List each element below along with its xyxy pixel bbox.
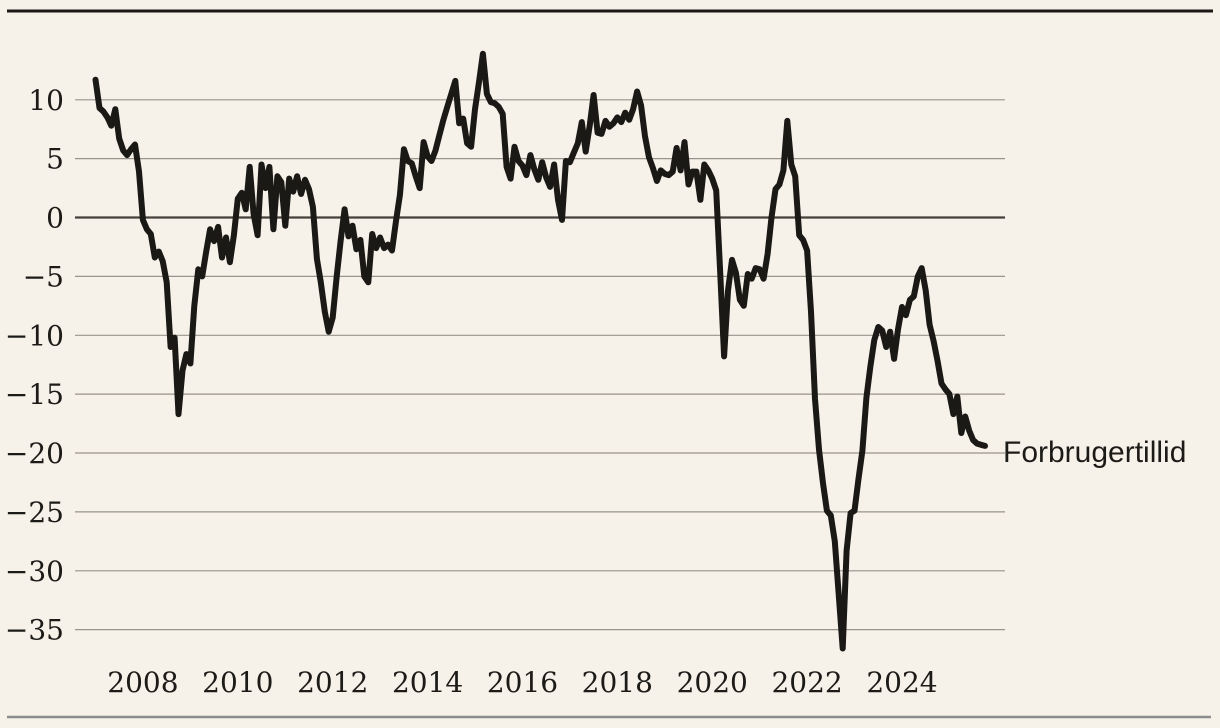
x-tick-label: 2014 xyxy=(392,666,463,699)
x-tick-label: 2024 xyxy=(866,666,937,699)
x-tick-label: 2010 xyxy=(202,666,273,699)
y-tick-label: −25 xyxy=(5,496,64,529)
series-end-label: Forbrugertillid xyxy=(1003,436,1186,469)
x-tick-label: 2012 xyxy=(297,666,368,699)
x-axis-labels: 2008 2010 2012 2014 2016 2018 2020 2022 2024 xyxy=(107,666,937,699)
x-tick-label: 2016 xyxy=(487,666,558,699)
x-tick-label: 2020 xyxy=(677,666,748,699)
y-tick-label: −35 xyxy=(5,614,64,647)
x-tick-label: 2022 xyxy=(771,666,842,699)
y-tick-label: 0 xyxy=(46,202,64,235)
y-tick-label: −30 xyxy=(5,555,64,588)
forbrugertillid-series-line xyxy=(92,50,988,652)
gridlines xyxy=(75,99,1005,631)
y-tick-label: 5 xyxy=(46,143,64,176)
y-tick-label: −15 xyxy=(5,378,64,411)
y-tick-label: −20 xyxy=(5,437,64,470)
y-tick-label: −10 xyxy=(5,319,64,352)
y-tick-label: 10 xyxy=(28,84,64,117)
y-axis-labels: 10 5 0 −5 −10 −15 −20 −25 −30 −35 xyxy=(5,84,64,647)
y-tick-label: −5 xyxy=(23,260,64,293)
x-tick-label: 2018 xyxy=(582,666,653,699)
x-tick-label: 2008 xyxy=(107,666,178,699)
